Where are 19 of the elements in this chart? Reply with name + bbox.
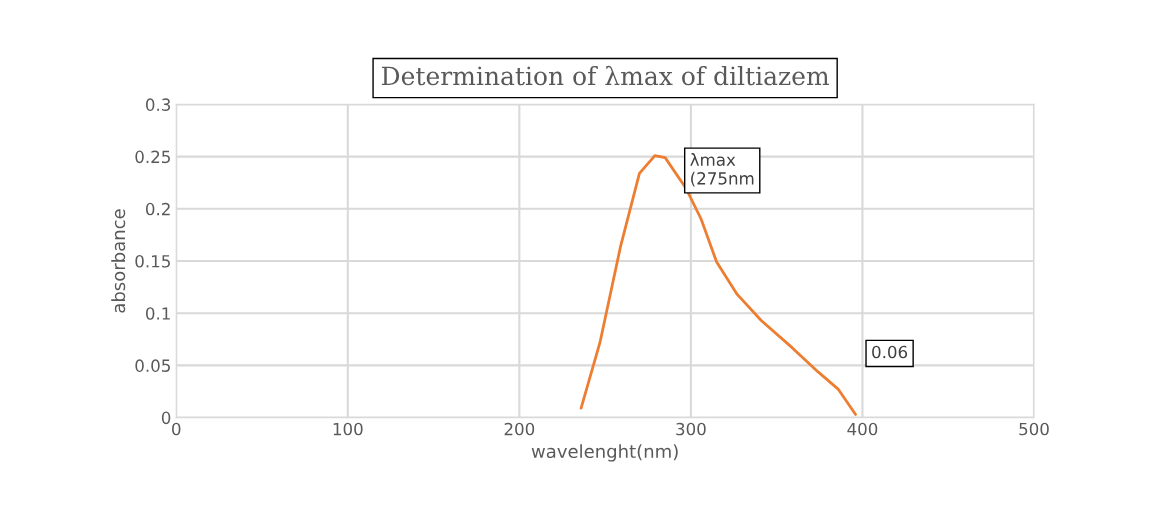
x-tick-label: 300 [676,422,706,436]
y-tick-label: 0.15 [135,254,170,268]
x-tick-label: 400 [847,422,878,436]
annotation: 0.06 [872,345,908,359]
annotation: λmax (275nm [690,153,754,187]
x-tick-label: 100 [333,422,363,436]
x-tick-label: 200 [504,422,535,436]
line-series [579,154,857,416]
x-tick-label: 500 [1019,422,1049,436]
x-tick-label: 0 [172,422,181,436]
y-tick-label: 0 [161,411,171,425]
y-tick-label: 0.3 [145,98,171,111]
x-axis-title: wavelenght(nm) [531,444,678,462]
y-axis-title: absorbance [111,209,126,313]
y-tick-label: 0.2 [145,202,170,216]
chart-title: Determination of λmax of diltiazem [381,65,829,86]
y-tick-label: 0.05 [135,359,170,372]
y-tick-label: 0.1 [145,307,170,320]
y-tick-label: 0.25 [135,150,170,164]
